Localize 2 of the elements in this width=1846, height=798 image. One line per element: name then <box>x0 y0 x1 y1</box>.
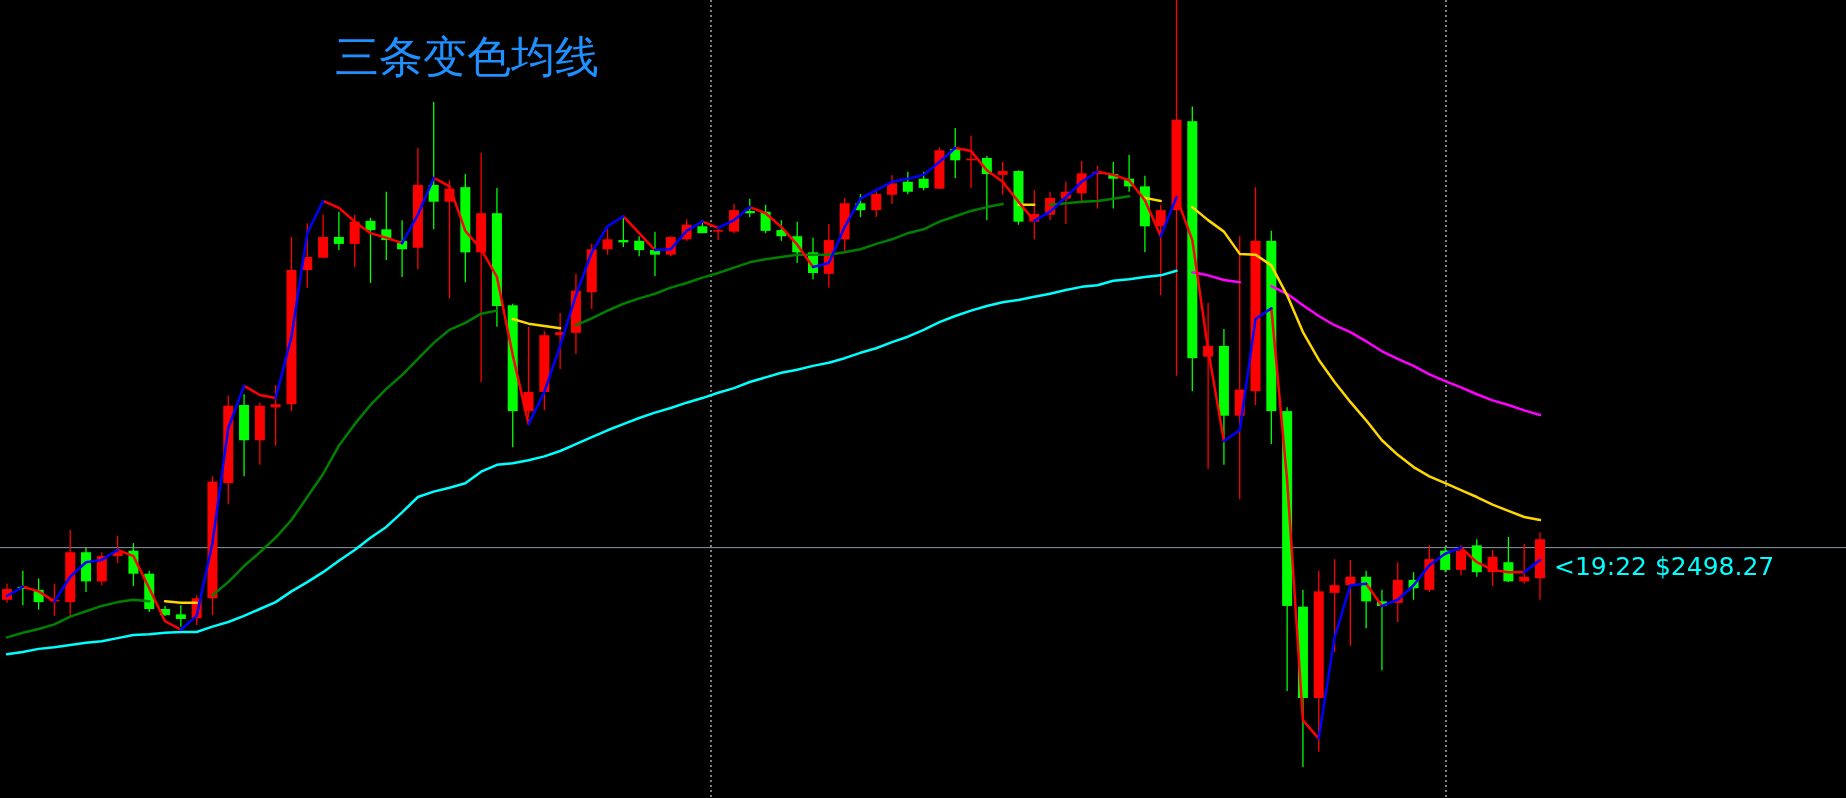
ref-label: <19:22 $2498.27 <box>1554 551 1775 581</box>
title: 三条变色均线 <box>335 31 599 82</box>
